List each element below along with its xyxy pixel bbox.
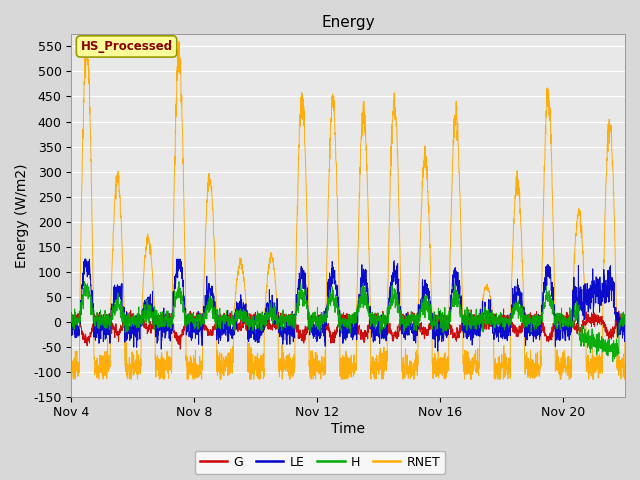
Title: Energy: Energy [321, 15, 375, 30]
Legend: G, LE, H, RNET: G, LE, H, RNET [195, 451, 445, 474]
Text: HS_Processed: HS_Processed [81, 40, 173, 53]
X-axis label: Time: Time [331, 422, 365, 436]
Y-axis label: Energy (W/m2): Energy (W/m2) [15, 163, 29, 267]
